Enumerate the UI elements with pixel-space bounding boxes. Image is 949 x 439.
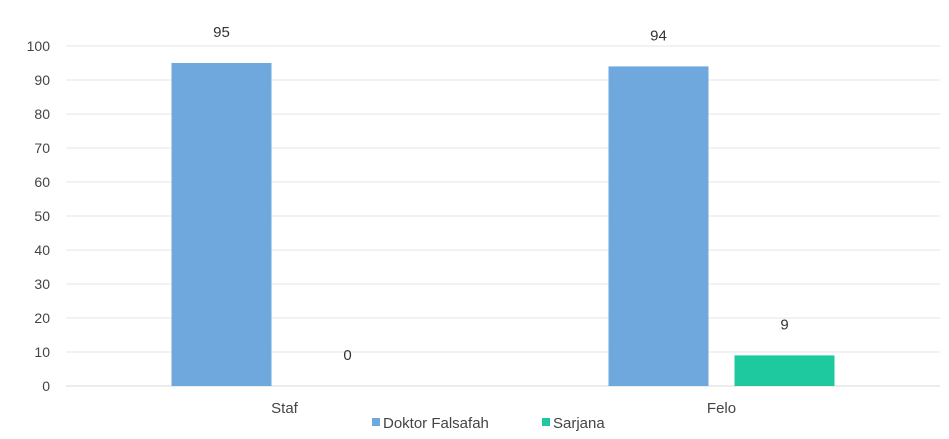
y-tick-label: 90 <box>34 72 50 88</box>
y-tick-label: 100 <box>27 38 51 54</box>
category-label: Felo <box>707 400 736 417</box>
bar-doktor-falsafah-staf <box>172 63 272 386</box>
data-label: 0 <box>343 347 351 364</box>
y-tick-label: 0 <box>42 378 50 394</box>
y-tick-label: 50 <box>34 208 50 224</box>
y-axis-tick-labels: 0 10 20 30 40 50 60 70 80 90 100 <box>27 38 51 394</box>
y-tick-label: 20 <box>34 310 50 326</box>
data-label: 95 <box>213 24 230 41</box>
x-axis-category-labels: Staf Felo <box>271 400 736 417</box>
y-tick-label: 40 <box>34 242 50 258</box>
legend: Doktor Falsafah Sarjana <box>372 415 605 432</box>
data-label: 9 <box>780 316 788 333</box>
y-tick-label: 30 <box>34 276 50 292</box>
legend-label: Doktor Falsafah <box>383 415 489 432</box>
bar-sarjana-felo <box>735 355 835 386</box>
bars <box>172 63 835 386</box>
legend-label: Sarjana <box>553 415 605 432</box>
data-label: 94 <box>650 27 667 44</box>
y-tick-label: 80 <box>34 106 50 122</box>
category-label: Staf <box>271 400 299 417</box>
bar-doktor-falsafah-felo <box>609 66 709 386</box>
y-tick-label: 60 <box>34 174 50 190</box>
y-tick-label: 10 <box>34 344 50 360</box>
legend-swatch <box>372 418 380 426</box>
legend-swatch <box>542 418 550 426</box>
y-tick-label: 70 <box>34 140 50 156</box>
